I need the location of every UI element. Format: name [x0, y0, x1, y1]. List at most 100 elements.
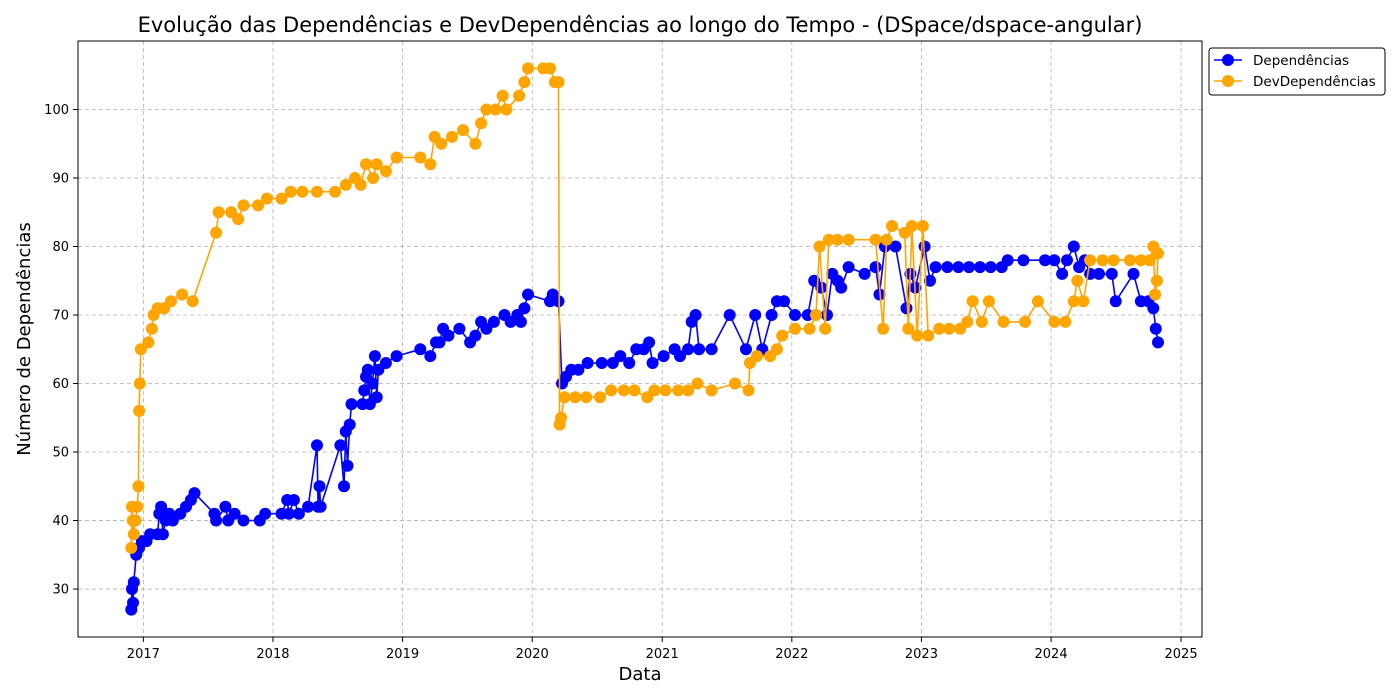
- data-point: [984, 261, 997, 274]
- data-point: [343, 418, 356, 431]
- data-point: [1061, 254, 1073, 267]
- data-point: [361, 363, 374, 376]
- data-point: [186, 295, 199, 308]
- data-point: [822, 233, 835, 246]
- data-point: [1109, 295, 1122, 308]
- data-point: [617, 384, 630, 397]
- data-point: [966, 295, 979, 308]
- data-point: [1127, 267, 1140, 280]
- data-point: [228, 507, 241, 520]
- data-point: [513, 89, 526, 102]
- data-point: [424, 158, 437, 171]
- data-point: [594, 391, 606, 404]
- data-point: [889, 240, 902, 253]
- data-point: [475, 117, 488, 130]
- data-point: [345, 398, 358, 411]
- data-point: [581, 357, 594, 369]
- data-point: [544, 62, 556, 75]
- data-point: [975, 315, 988, 328]
- data-point: [442, 329, 455, 342]
- data-point: [1093, 267, 1105, 280]
- x-tick-label: 2019: [386, 647, 419, 662]
- data-point: [1017, 254, 1030, 267]
- series-line: [130, 67, 1159, 548]
- y-tick-label: 100: [44, 103, 69, 118]
- x-tick-label: 2024: [1035, 647, 1068, 662]
- data-point: [1096, 254, 1109, 267]
- data-point: [496, 89, 509, 102]
- data-point: [379, 357, 392, 369]
- data-point: [354, 178, 367, 191]
- data-point: [1152, 247, 1164, 260]
- data-point: [275, 192, 288, 205]
- data-point: [311, 185, 323, 198]
- data-point: [1134, 254, 1147, 267]
- x-tick-label: 2017: [127, 647, 160, 662]
- data-point: [480, 103, 493, 116]
- y-tick-label: 70: [52, 309, 69, 324]
- data-point: [801, 309, 814, 321]
- data-point: [292, 507, 305, 520]
- data-point: [334, 439, 347, 452]
- data-point: [911, 329, 924, 342]
- data-point: [232, 213, 245, 226]
- data-point: [723, 309, 736, 321]
- data-point: [595, 357, 608, 369]
- data-point: [933, 322, 946, 335]
- data-point: [212, 206, 225, 219]
- data-point: [1067, 295, 1080, 308]
- data-point: [433, 336, 446, 349]
- y-axis-ticks: 30 40 50 60 70 80 90 100: [44, 103, 78, 598]
- data-point: [142, 336, 155, 349]
- y-tick-label: 40: [52, 514, 69, 529]
- data-point: [219, 500, 232, 513]
- data-point: [370, 391, 383, 404]
- data-point: [819, 322, 832, 335]
- data-point: [941, 261, 954, 274]
- plot-frame: [77, 40, 1203, 638]
- data-point: [776, 329, 789, 342]
- data-point: [552, 76, 565, 89]
- data-point: [1084, 254, 1097, 267]
- data-point: [740, 343, 752, 356]
- data-point: [693, 343, 706, 356]
- y-tick-label: 60: [52, 377, 69, 392]
- data-point: [657, 350, 670, 363]
- data-point: [368, 350, 381, 363]
- data-point: [869, 261, 882, 274]
- x-axis-label: Data: [619, 664, 662, 685]
- data-point: [963, 261, 975, 274]
- data-point: [751, 350, 763, 363]
- data-point: [127, 576, 140, 589]
- data-point: [127, 528, 140, 541]
- series-line: [130, 245, 1159, 610]
- data-point: [1048, 254, 1061, 267]
- data-point: [902, 322, 915, 335]
- data-point: [1001, 254, 1014, 267]
- legend: Dependências DevDependências: [1208, 47, 1386, 96]
- data-point: [943, 322, 956, 335]
- data-point: [131, 500, 144, 513]
- data-point: [379, 165, 392, 178]
- data-point: [311, 439, 323, 452]
- data-point: [259, 507, 272, 520]
- data-point: [210, 514, 223, 527]
- data-point: [877, 322, 890, 335]
- legend-box: [1208, 47, 1386, 96]
- data-point: [282, 507, 295, 520]
- data-point: [284, 185, 297, 198]
- data-point: [821, 309, 833, 321]
- data-point: [880, 233, 893, 246]
- data-point: [1123, 254, 1136, 267]
- data-point: [424, 350, 437, 363]
- data-point: [487, 315, 500, 328]
- y-tick-label: 30: [52, 583, 69, 598]
- series-devdependencias: [125, 62, 1164, 554]
- data-point: [367, 172, 380, 184]
- x-tick-label: 2021: [646, 647, 679, 662]
- data-point: [924, 274, 936, 287]
- data-point: [296, 185, 309, 198]
- data-point: [338, 480, 350, 493]
- data-point: [518, 76, 531, 89]
- data-point: [1059, 315, 1072, 328]
